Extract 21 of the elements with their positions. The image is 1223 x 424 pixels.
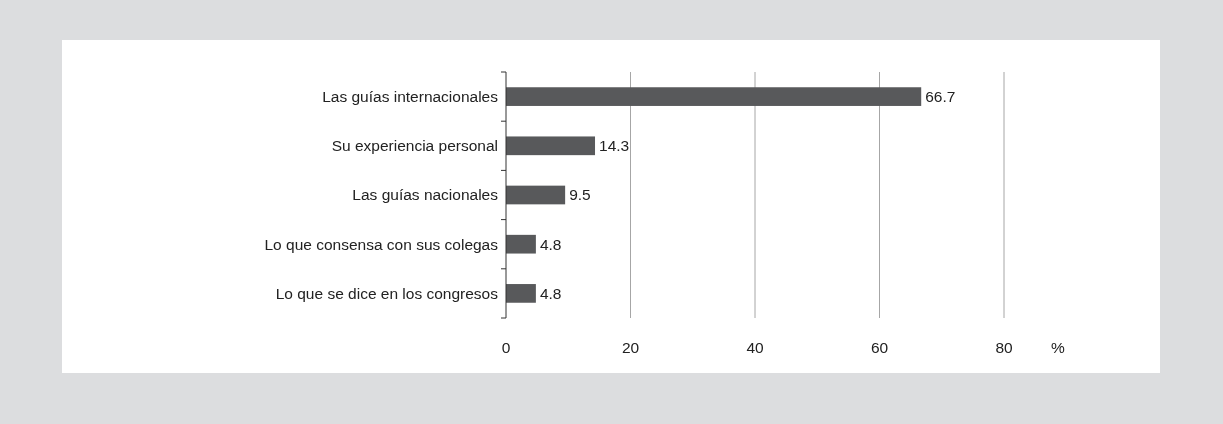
y-tick-label: Las guías nacionales [352, 186, 499, 204]
data-label: 4.8 [539, 235, 562, 253]
x-axis-title: % [1051, 339, 1066, 357]
y-tick-label: Lo que se dice en los congresos [275, 284, 499, 302]
y-tick-label: Las guías internacionales [322, 88, 499, 106]
data-label: 66.7 [925, 88, 956, 106]
bar [506, 87, 922, 106]
data-label: 14.3 [599, 137, 630, 155]
x-tick-label: 40 [746, 339, 764, 357]
bar [506, 234, 536, 254]
bar [506, 284, 536, 303]
x-tick-label: 20 [621, 339, 640, 357]
y-tick-label: Lo que consensa con sus colegas [264, 235, 499, 253]
bar [506, 136, 596, 156]
data-label: 4.8 [539, 284, 562, 302]
x-tick-label: 60 [870, 339, 889, 357]
x-tick-label: 0 [501, 339, 511, 357]
y-tick-label: Su experiencia personal [331, 137, 498, 155]
bar [506, 185, 566, 205]
data-label: 9.5 [569, 186, 591, 204]
x-tick-label: 80 [995, 339, 1013, 357]
